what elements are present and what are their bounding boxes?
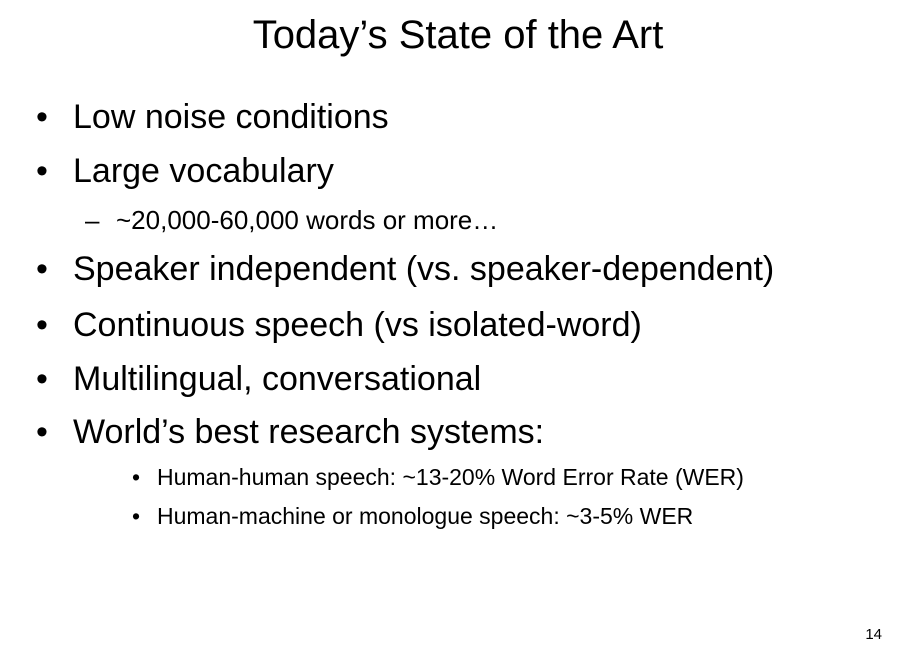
bullet-text: Large vocabulary bbox=[73, 152, 334, 190]
sub-bullet-text: Human-machine or monologue speech: ~3-5%… bbox=[157, 503, 694, 529]
page-number: 14 bbox=[865, 626, 882, 643]
sub-bullet-text: ~20,000-60,000 words or more… bbox=[116, 205, 499, 235]
bullet-text: Multilingual, conversational bbox=[73, 360, 482, 398]
bullet-marker: • bbox=[36, 413, 48, 451]
bullet-text: World’s best research systems: bbox=[73, 413, 545, 451]
sub-bullet-text: Human-human speech: ~13-20% Word Error R… bbox=[157, 464, 744, 490]
bullet-marker: • bbox=[132, 503, 141, 529]
bullet-marker: • bbox=[36, 98, 48, 136]
bullet-marker: • bbox=[36, 306, 48, 344]
slide-title: Today’s State of the Art bbox=[252, 13, 664, 57]
bullet-text: Speaker independent (vs. speaker-depende… bbox=[73, 250, 775, 288]
dash-marker: – bbox=[85, 205, 100, 235]
bullet-marker: • bbox=[36, 250, 48, 288]
bullet-text: Continuous speech (vs isolated-word) bbox=[73, 306, 642, 344]
bullet-marker: • bbox=[132, 464, 141, 490]
bullet-text: Low noise conditions bbox=[73, 98, 389, 136]
bullet-marker: • bbox=[36, 360, 48, 398]
bullet-marker: • bbox=[36, 152, 48, 190]
